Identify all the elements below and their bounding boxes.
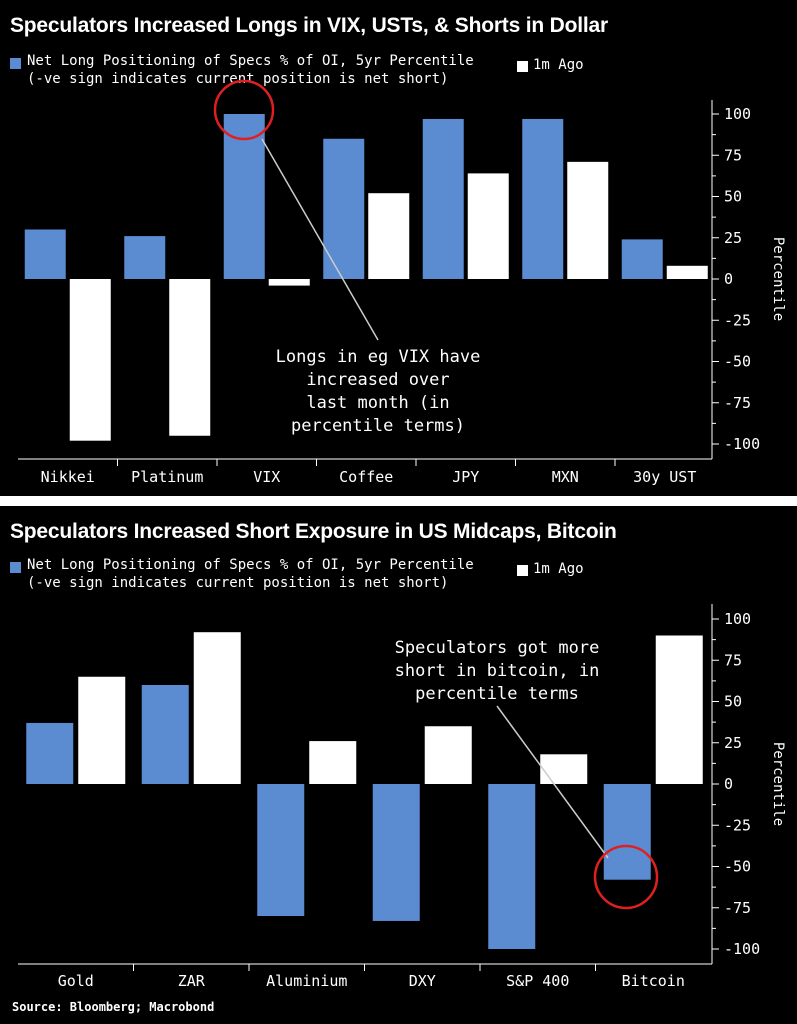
y-tick-label: -25: [724, 311, 751, 329]
panel-separator: [0, 496, 797, 506]
y-tick-label: 50: [724, 188, 742, 206]
y-tick-label: 75: [724, 651, 742, 669]
source-note: Source: Bloomberg; Macrobond: [12, 1000, 215, 1014]
annotation-text: percentile terms: [415, 684, 579, 704]
bar-1m-ago-platinum: [169, 279, 211, 436]
bar-1m-ago-gold: [78, 676, 126, 784]
bar-chart-2: 100 75 50 25 0 -25 -50 -75 -100 Percentile Gold ZAR…: [18, 604, 786, 990]
x-tick-label: ZAR: [178, 972, 206, 990]
bar-current-vix: [223, 114, 265, 279]
x-tick-label: VIX: [253, 468, 280, 486]
x-tick-label: JPY: [452, 468, 479, 486]
bar-current-jpy: [422, 118, 464, 279]
annotation-leader-line: [261, 138, 379, 341]
bar-1m-ago-mxn: [567, 161, 609, 279]
y-tick-label: 25: [724, 734, 742, 752]
bar-current-nikkei: [24, 229, 66, 279]
chart-title: Speculators Increased Longs in VIX, USTs…: [10, 14, 608, 37]
bar-chart-1: 100 75 50 25 0 -25 -50 -75 -100 Percentile Nikkei P…: [18, 79, 786, 486]
legend-label-1m-ago: 1m Ago: [533, 561, 584, 577]
bar-current-bitcoin: [603, 784, 651, 880]
bar-1m-ago-dxy: [424, 726, 472, 784]
legend-swatch-1m-ago: [517, 61, 528, 72]
y-tick-label: -50: [724, 858, 751, 876]
legend-label-line2: (-ve sign indicates current position is …: [27, 575, 449, 591]
legend-label-line1: Net Long Positioning of Specs % of OI, 5…: [27, 557, 474, 573]
x-tick-label: Coffee: [339, 468, 393, 486]
y-tick-label: -50: [724, 353, 751, 371]
highlight-circle: [213, 79, 275, 141]
bar-current-aluminium: [257, 784, 305, 916]
bar-current-dxy: [372, 784, 420, 921]
y-tick-label: 25: [724, 229, 742, 247]
y-tick-label: -75: [724, 394, 751, 412]
bar-current-gold: [26, 722, 74, 784]
chart-panel-2: Speculators Increased Short Exposure in …: [0, 506, 797, 1024]
bar-1m-ago-30y-ust: [666, 265, 708, 279]
x-tick-label: S&P 400: [506, 972, 569, 990]
legend-label-1m-ago: 1m Ago: [533, 57, 584, 73]
x-tick-label: Gold: [58, 972, 94, 990]
bar-current-zar: [141, 685, 189, 784]
y-tick-label: -75: [724, 899, 751, 917]
bar-1m-ago-coffee: [368, 193, 410, 279]
y-tick-label: -100: [724, 940, 760, 958]
bar-1m-ago-vix: [268, 279, 310, 286]
bar-1m-ago-s-p-400: [540, 754, 588, 784]
y-tick-label: -100: [724, 435, 760, 453]
x-tick-label: Nikkei: [41, 468, 95, 486]
x-tick-label: Platinum: [131, 468, 203, 486]
legend-swatch-current: [10, 562, 21, 573]
bar-1m-ago-aluminium: [309, 741, 357, 784]
y-tick-label: 100: [724, 610, 751, 628]
legend-swatch-current: [10, 58, 21, 69]
x-tick-label: Aluminium: [266, 972, 347, 990]
legend-swatch-1m-ago: [517, 565, 528, 576]
y-axis-title: Percentile: [770, 237, 786, 321]
x-tick-label: MXN: [552, 468, 579, 486]
annotation-text: Speculators got more: [395, 638, 600, 658]
chart-title: Speculators Increased Short Exposure in …: [10, 520, 617, 543]
bar-1m-ago-zar: [193, 632, 241, 784]
x-tick-label: Bitcoin: [622, 972, 685, 990]
y-tick-label: 100: [724, 105, 751, 123]
bar-current-platinum: [124, 236, 166, 279]
y-tick-label: -25: [724, 816, 751, 834]
y-tick-label: 0: [724, 270, 733, 288]
annotation-text: Longs in eg VIX have: [276, 347, 481, 367]
annotation-text: short in bitcoin, in: [395, 661, 600, 681]
bar-1m-ago-nikkei: [69, 279, 111, 441]
y-axis-title: Percentile: [770, 742, 786, 826]
annotation-text: percentile terms): [291, 416, 465, 436]
bar-current-30y-ust: [621, 239, 663, 279]
bar-1m-ago-bitcoin: [655, 635, 703, 784]
legend-label-line2: (-ve sign indicates current position is …: [27, 71, 449, 87]
annotation-text: increased over: [306, 370, 449, 390]
y-tick-label: 50: [724, 693, 742, 711]
legend-label-line1: Net Long Positioning of Specs % of OI, 5…: [27, 53, 474, 69]
bar-1m-ago-jpy: [467, 173, 509, 279]
highlight-circle: [593, 844, 659, 910]
y-tick-label: 0: [724, 775, 733, 793]
bar-current-mxn: [522, 118, 564, 279]
bar-current-coffee: [323, 138, 365, 279]
x-tick-label: 30y UST: [633, 468, 696, 486]
annotation-text: last month (in: [306, 393, 449, 413]
bar-current-s-p-400: [488, 784, 536, 949]
chart-panel-1: Speculators Increased Longs in VIX, USTs…: [0, 0, 797, 496]
y-tick-label: 75: [724, 146, 742, 164]
annotation-leader-line: [496, 705, 609, 859]
x-tick-label: DXY: [409, 972, 436, 990]
